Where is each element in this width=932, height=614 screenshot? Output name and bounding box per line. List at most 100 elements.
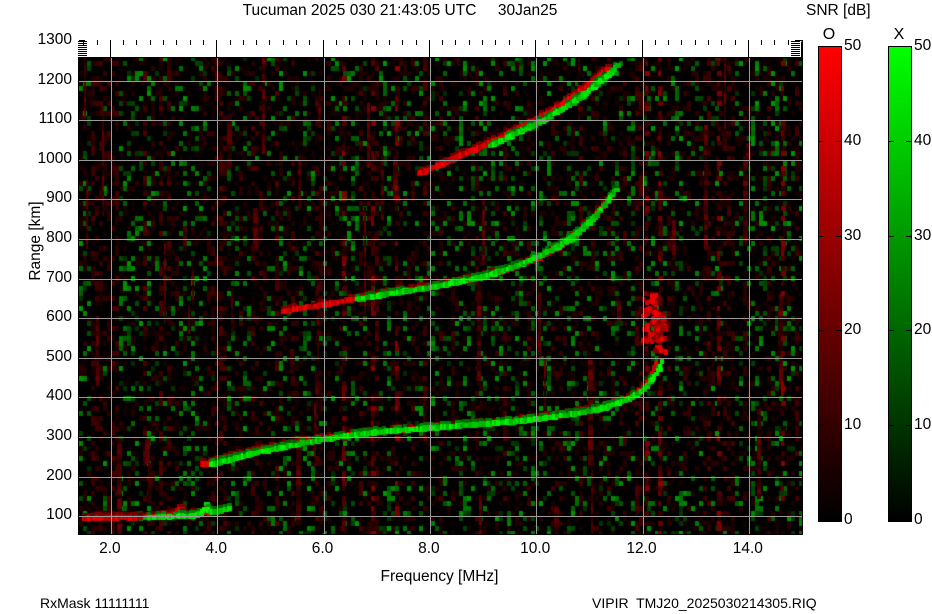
colorbar-title: SNR [dB] <box>806 2 871 19</box>
colorbar-o-tick-label: 20 <box>844 321 862 339</box>
y-axis-tick-label: 1200 <box>37 70 72 88</box>
colorbar-tick-mark <box>819 330 824 331</box>
y-axis-tick-mark <box>795 198 801 199</box>
colorbar-tick-mark <box>836 425 841 426</box>
colorbar-x-mode[interactable] <box>888 46 912 522</box>
mask-minor-tick <box>190 40 191 45</box>
mask-minor-tick <box>708 40 709 45</box>
rxmask-antenna-row <box>791 53 800 54</box>
colorbar-o-tick-label: 0 <box>844 511 853 528</box>
x-axis-tick-mark <box>535 527 536 533</box>
colorbar-tick-mark <box>889 141 894 142</box>
y-axis-tick-label: 200 <box>46 466 72 484</box>
rxmask-label: RxMask 11111111 <box>40 595 150 611</box>
mask-minor-tick <box>509 40 510 45</box>
mask-minor-tick <box>243 40 244 45</box>
y-axis-tick-mark <box>795 40 801 41</box>
mask-minor-tick <box>176 40 177 45</box>
mask-minor-tick <box>735 40 736 45</box>
rxmask-antenna-row <box>78 55 87 56</box>
colorbar-x-mode-letter: X <box>893 26 905 43</box>
colorbar-o-mode[interactable] <box>818 46 842 522</box>
mask-minor-tick <box>269 40 270 45</box>
mask-minor-tick <box>522 40 523 45</box>
mask-minor-tick <box>163 40 164 45</box>
mask-major-tick <box>429 40 430 57</box>
colorbar-x-tick-label: 40 <box>914 131 932 149</box>
mask-major-tick <box>110 40 111 57</box>
mask-minor-tick <box>416 40 417 45</box>
y-axis-tick-mark <box>795 238 801 239</box>
rxmask-antenna-row <box>791 45 800 46</box>
y-axis-tick-mark <box>79 476 85 477</box>
colorbar-tick-mark <box>836 141 841 142</box>
y-axis-tick-label: 700 <box>46 268 72 286</box>
rxmask-antenna-row <box>791 51 800 52</box>
mask-major-tick <box>323 40 324 57</box>
colorbar-o-tick-label: 30 <box>844 226 862 244</box>
mask-major-tick <box>642 40 643 57</box>
y-axis-tick-label: 100 <box>46 506 72 524</box>
mask-minor-tick <box>203 40 204 45</box>
mask-minor-tick <box>788 40 789 45</box>
colorbar-tick-mark <box>906 141 911 142</box>
mask-minor-tick <box>575 40 576 45</box>
colorbar-o-tick-label: 50 <box>844 37 862 54</box>
colorbar-tick-mark <box>889 330 894 331</box>
x-axis-tick-mark <box>216 527 217 533</box>
y-axis-tick-mark <box>79 396 85 397</box>
x-axis-tick-mark <box>642 527 643 533</box>
colorbar-tick-mark <box>819 141 824 142</box>
mask-minor-tick <box>362 40 363 45</box>
colorbar-tick-mark <box>836 330 841 331</box>
y-axis-tick-mark <box>79 278 85 279</box>
y-axis-tick-mark <box>79 515 85 516</box>
x-axis-tick-mark <box>323 527 324 533</box>
ionogram-plot-area[interactable] <box>78 40 803 535</box>
y-axis-tick-mark <box>795 317 801 318</box>
x-axis-tick-label: 2.0 <box>99 540 121 557</box>
mask-minor-tick <box>97 40 98 45</box>
mask-minor-tick <box>336 40 337 45</box>
rxmask-antenna-row <box>791 41 800 42</box>
y-axis-tick-label: 300 <box>46 426 72 444</box>
mask-major-tick <box>535 40 536 57</box>
y-axis-tick-mark <box>795 278 801 279</box>
mask-minor-tick <box>668 40 669 45</box>
mask-major-tick <box>748 40 749 57</box>
mask-minor-tick <box>548 40 549 45</box>
x-axis-tick-label: 6.0 <box>311 540 334 557</box>
rxmask-antenna-row <box>78 47 87 48</box>
y-axis-tick-mark <box>79 357 85 358</box>
x-axis-tick-label: 4.0 <box>205 540 227 557</box>
y-axis-tick-mark <box>79 238 85 239</box>
y-axis-tick-mark <box>79 80 85 81</box>
x-axis-label: Frequency [MHz] <box>380 568 499 585</box>
x-axis-tick-label: 10.0 <box>520 540 551 557</box>
mask-minor-tick <box>495 40 496 45</box>
mask-minor-tick <box>296 40 297 45</box>
colorbar-tick-mark <box>836 236 841 237</box>
mask-minor-tick <box>442 40 443 45</box>
mask-minor-tick <box>349 40 350 45</box>
frequency-mask-strip <box>78 40 801 58</box>
colorbar-x-tick-label: 30 <box>914 226 932 244</box>
mask-minor-tick <box>309 40 310 45</box>
ionogram-canvas[interactable] <box>79 41 802 534</box>
mask-minor-tick <box>83 40 84 45</box>
mask-minor-tick <box>123 40 124 45</box>
colorbar-tick-mark <box>889 425 894 426</box>
x-axis-tick-label: 12.0 <box>626 540 657 557</box>
colorbar-tick-mark <box>906 425 911 426</box>
colorbar-tick-mark <box>906 236 911 237</box>
y-axis-tick-mark <box>795 436 801 437</box>
y-axis-tick-mark <box>795 396 801 397</box>
y-axis-tick-label: 1000 <box>37 149 72 167</box>
y-axis-tick-label: 800 <box>46 228 72 246</box>
mask-minor-tick <box>562 40 563 45</box>
rxmask-antenna-row <box>78 41 87 42</box>
y-axis-tick-mark <box>795 159 801 160</box>
mask-minor-tick <box>376 40 377 45</box>
colorbar-x-tick-label: 20 <box>914 321 932 339</box>
rxmask-antenna-row <box>791 47 800 48</box>
